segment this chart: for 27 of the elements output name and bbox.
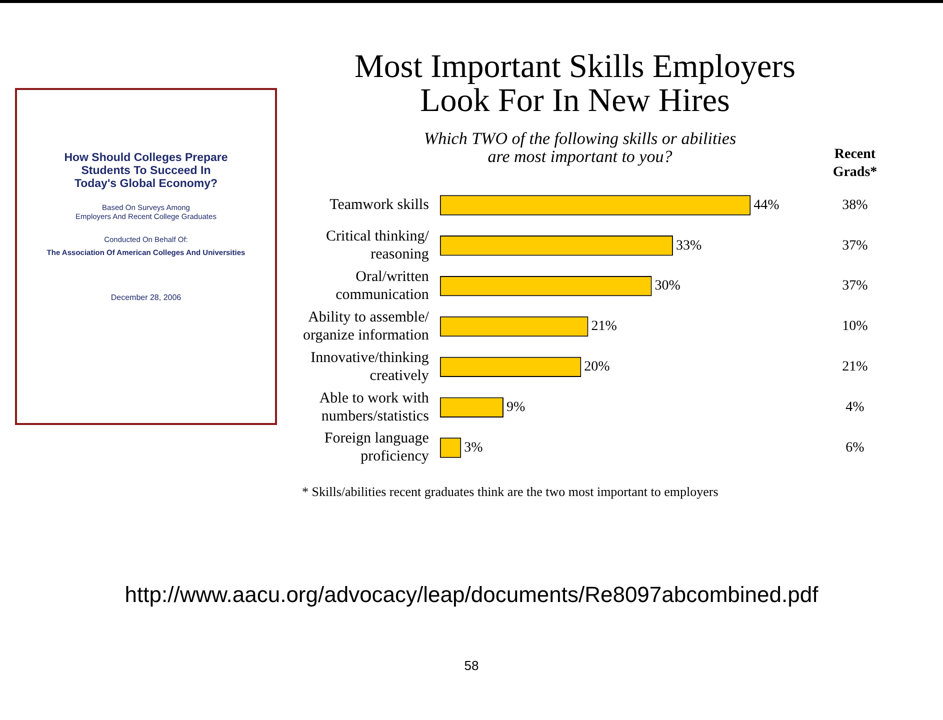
chart-subtitle: Which TWO of the following skills or abilities are most important to you? (422, 129, 738, 166)
data-label: 44% (754, 198, 780, 213)
text: 37% (842, 238, 868, 254)
data-label: 3% (464, 440, 484, 456)
text: 21% (842, 360, 868, 375)
data-label: 9% (506, 400, 526, 416)
text: 58 (463, 658, 480, 673)
data-label: 33% (676, 238, 702, 254)
y-tick-label: Teamwork skills (330, 197, 430, 214)
y-tick-label: Critical thinking/ reasoning (326, 228, 430, 263)
y-tick-label: Foreign language proficiency (324, 430, 430, 465)
text: 37% (842, 278, 868, 294)
text: Recent Grads* (832, 146, 878, 182)
y-tick-label: Ability to assemble/ organize information (302, 309, 430, 344)
text: 10% (842, 319, 868, 334)
data-label: 21% (591, 319, 618, 334)
text: 4% (846, 400, 865, 416)
text: 6% (846, 440, 865, 456)
data-label: 30% (654, 278, 681, 294)
y-tick-label: Able to work with numbers/statistics (319, 390, 430, 424)
text: 38% (842, 198, 868, 213)
data-label: 20% (584, 360, 610, 375)
text: http://www.aacu.org/advocacy/leap/documents/Re8097abcombined.pdf (124, 582, 820, 608)
y-tick-label: Oral/written communication (336, 269, 430, 304)
y-tick-label: Innovative/thinking creatively (310, 350, 430, 384)
text: * Skills/abilities recent graduates think are the two most important to employers (302, 484, 718, 500)
chart-title: Most Important Skills Employers Look For In New Hires (354, 49, 796, 119)
